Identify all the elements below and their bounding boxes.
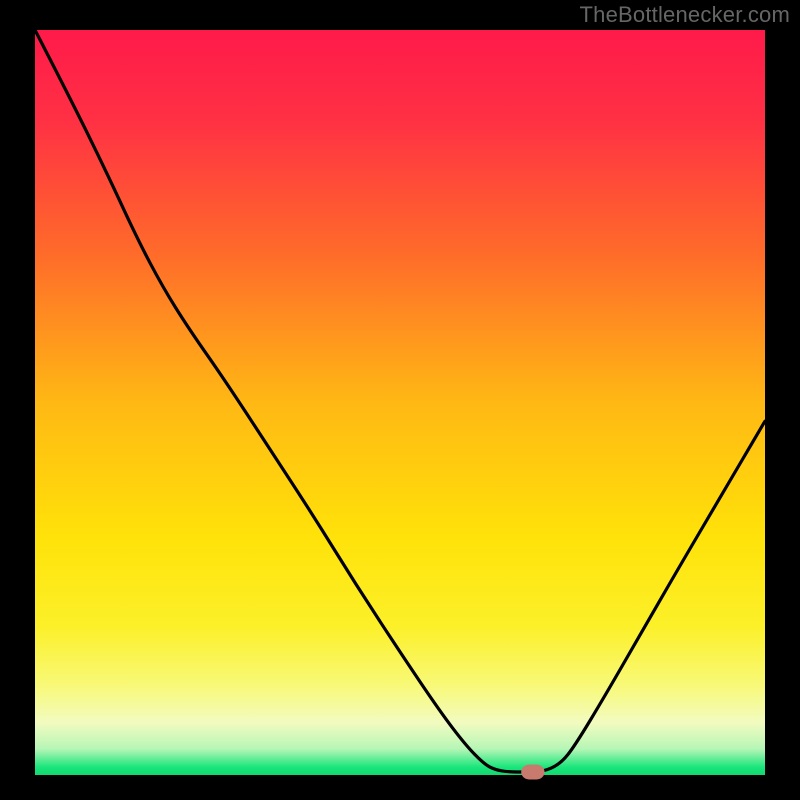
bottleneck-curve-chart: [0, 0, 800, 800]
attribution-label: TheBottlenecker.com: [580, 2, 790, 28]
plot-background: [35, 30, 765, 775]
chart-container: TheBottlenecker.com: [0, 0, 800, 800]
optimal-point-marker: [521, 765, 544, 780]
